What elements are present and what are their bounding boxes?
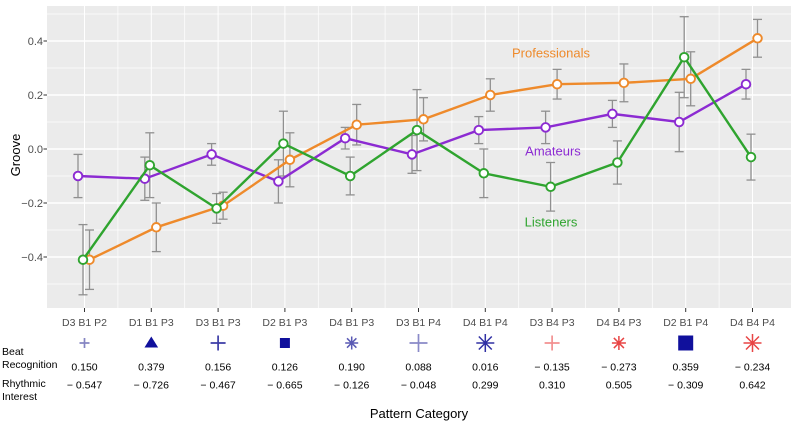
data-point-professionals: [618, 77, 630, 89]
asterisk-symbol-icon: [345, 336, 359, 350]
rhythmic-interest-value: − 0.665: [267, 380, 302, 392]
x-tick-label: D4 B4 P3: [596, 317, 641, 329]
asterisk-symbol-icon: [476, 334, 495, 352]
row-label-rhythmic-interest: Rhythmic Interest: [2, 378, 46, 404]
square-symbol-icon: [678, 335, 694, 351]
rhythmic-interest-value: − 0.726: [134, 380, 169, 392]
plus-symbol-icon: [79, 338, 90, 348]
x-tick-label: D3 B1 P3: [196, 317, 241, 329]
series-label-listeners: Listeners: [524, 214, 578, 230]
data-point-listeners: [745, 151, 757, 163]
beat-recognition-value: 0.190: [339, 362, 365, 374]
x-tick-label: D2 B1 P3: [262, 317, 307, 329]
data-point-listeners: [344, 170, 356, 182]
square-symbol-icon: [279, 338, 290, 348]
series-label-amateurs: Amateurs: [525, 143, 581, 159]
beat-recognition-value: 0.150: [71, 362, 97, 374]
row-label-beat-recognition: Beat Recognition: [2, 346, 57, 372]
row-label-line: Recognition: [2, 359, 58, 371]
x-tick-label: D1 B1 P3: [129, 317, 174, 329]
data-point-listeners: [478, 168, 490, 179]
y-tick-label: 0.0: [28, 144, 43, 156]
rhythmic-interest-value: − 0.126: [334, 380, 369, 392]
y-tick-label: 0.2: [28, 90, 43, 102]
plus-symbol-icon: [544, 335, 560, 351]
y-axis-title: Groove: [8, 133, 23, 177]
x-tick-label: D4 B1 P4: [463, 317, 508, 329]
data-point-listeners: [278, 138, 289, 149]
x-tick-label: D4 B1 P3: [329, 317, 374, 329]
rhythmic-interest-value: 0.642: [739, 380, 765, 392]
row-label-line: Beat: [2, 346, 24, 358]
series-label-professionals: Professionals: [511, 45, 591, 61]
data-point-amateurs: [406, 149, 418, 160]
data-point-listeners: [411, 124, 423, 136]
rhythmic-interest-value: − 0.048: [401, 380, 436, 392]
data-point-amateurs: [273, 176, 284, 187]
data-point-professionals: [151, 222, 162, 233]
data-point-amateurs: [740, 78, 752, 90]
triangle-symbol-icon: [144, 336, 159, 348]
beat-recognition-value: 0.016: [472, 362, 498, 374]
x-axis-title: Pattern Category: [369, 406, 469, 421]
beat-recognition-value: − 0.234: [735, 362, 770, 374]
asterisk-symbol-icon: [611, 336, 626, 350]
data-point-professionals: [485, 89, 496, 101]
data-point-professionals: [351, 119, 362, 130]
data-point-amateurs: [72, 170, 84, 182]
x-tick-label: D2 B1 P4: [663, 317, 708, 329]
rhythmic-interest-value: − 0.547: [67, 380, 102, 392]
data-point-professionals: [551, 78, 563, 90]
beat-recognition-value: 0.156: [205, 362, 231, 374]
rhythmic-interest-value: 0.310: [539, 380, 565, 392]
beat-recognition-value: 0.126: [272, 362, 298, 374]
rhythmic-interest-value: − 0.309: [668, 380, 703, 392]
data-point-amateurs: [540, 122, 551, 133]
data-point-amateurs: [206, 149, 217, 160]
data-point-listeners: [77, 254, 89, 265]
data-point-professionals: [685, 73, 696, 85]
data-point-listeners: [211, 203, 222, 214]
x-tick-label: D3 B1 P4: [396, 317, 441, 329]
data-point-amateurs: [339, 132, 351, 144]
data-point-listeners: [678, 51, 690, 63]
data-point-listeners: [545, 181, 556, 193]
y-tick-label: −0.4: [21, 252, 43, 264]
rhythmic-interest-value: 0.505: [606, 380, 632, 392]
y-tick-label: 0.4: [28, 36, 43, 48]
plus-symbol-icon: [210, 335, 226, 351]
y-tick-label: −0.2: [21, 198, 43, 210]
beat-recognition-value: 0.379: [138, 362, 164, 374]
data-point-amateurs: [473, 124, 485, 136]
row-label-line: Rhythmic: [2, 378, 46, 390]
data-point-professionals: [752, 33, 763, 44]
data-point-amateurs: [607, 108, 618, 120]
row-label-line: Interest: [2, 391, 38, 403]
rhythmic-interest-value: 0.299: [472, 380, 498, 392]
plus-symbol-icon: [409, 334, 428, 352]
asterisk-symbol-icon: [743, 334, 762, 352]
data-point-amateurs: [673, 116, 685, 128]
x-tick-label: D3 B4 P3: [530, 317, 575, 329]
beat-recognition-value: 0.088: [405, 362, 431, 374]
x-tick-label: D3 B1 P2: [62, 317, 107, 329]
data-point-listeners: [612, 157, 623, 168]
rhythmic-interest-value: − 0.467: [200, 380, 235, 392]
beat-recognition-value: − 0.135: [534, 362, 569, 374]
beat-recognition-value: − 0.273: [601, 362, 636, 374]
x-tick-label: D4 B4 P4: [730, 317, 775, 329]
data-point-professionals: [284, 154, 296, 166]
data-point-professionals: [418, 114, 429, 125]
beat-recognition-value: 0.359: [673, 362, 699, 374]
data-point-listeners: [144, 159, 156, 171]
